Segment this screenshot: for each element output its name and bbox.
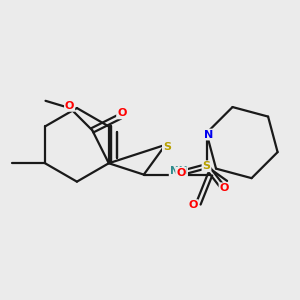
Text: S: S	[202, 161, 211, 171]
Text: O: O	[117, 108, 127, 118]
Text: O: O	[188, 200, 198, 210]
Text: NH: NH	[169, 166, 187, 176]
Text: O: O	[65, 101, 74, 111]
Text: O: O	[176, 168, 186, 178]
Text: N: N	[204, 130, 214, 140]
Text: O: O	[220, 183, 229, 193]
Text: S: S	[163, 142, 171, 152]
